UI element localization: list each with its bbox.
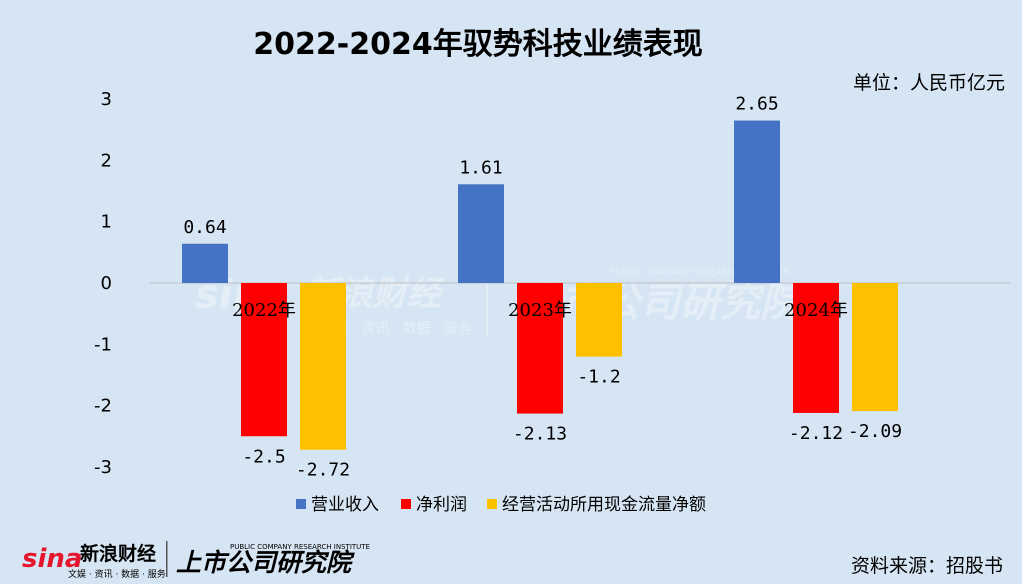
- bar: [793, 283, 839, 413]
- y-tick-label: -3: [94, 457, 112, 478]
- bar: [458, 184, 504, 283]
- legend-label: 经营活动所用现金流量净额: [502, 495, 706, 515]
- bar: [576, 283, 622, 357]
- data-label: -2.09: [848, 421, 902, 442]
- y-tick-label: 1: [101, 212, 112, 233]
- category-label: 2022年: [232, 300, 296, 321]
- legend-swatch: [401, 499, 411, 509]
- institute-logo: 上市公司研究院 PUBLIC COMPANY RESEARCH INSTITUT…: [176, 543, 370, 577]
- unit-label: 单位：人民币亿元: [853, 72, 1005, 94]
- category-labels: 2022年 2023年 2024年: [232, 300, 848, 321]
- legend-label: 净利润: [416, 495, 467, 515]
- data-label: 2.65: [735, 94, 778, 115]
- y-tick-label: -1: [94, 334, 112, 355]
- bar: [852, 283, 898, 412]
- data-label: 1.61: [459, 157, 502, 178]
- sina-logo-sub: 文娱 · 资讯 · 数据 · 服务: [68, 568, 166, 580]
- bars: 0.64 -2.5 -2.72 1.61 -2.13 -1.2 2.65 -2.12 -2.09: [182, 94, 902, 481]
- data-label: 0.64: [183, 217, 226, 238]
- watermark-institute-en: PUBLIC COMPANY RESEARCH INSTITUTE: [610, 268, 790, 278]
- watermark-sina-sub: 文娱 · 资讯 · 数据 · 服务: [320, 321, 472, 337]
- y-tick-label: 2: [101, 150, 112, 171]
- y-tick-label: 3: [101, 89, 112, 110]
- sina-logo-mark: sina: [22, 544, 82, 574]
- bar: [734, 120, 780, 284]
- y-tick-label: 0: [101, 273, 112, 294]
- data-label: -2.5: [242, 446, 285, 467]
- legend: 营业收入 净利润 经营活动所用现金流量净额: [296, 495, 706, 515]
- watermark-institute: 上市公司研究院: [520, 280, 806, 326]
- chart-title: 2022-2024年驭势科技业绩表现: [253, 27, 702, 62]
- category-label: 2023年: [508, 300, 572, 321]
- legend-swatch: [296, 499, 306, 509]
- data-label: -1.2: [577, 367, 620, 388]
- data-label: -2.12: [789, 423, 843, 444]
- bar: [300, 283, 346, 450]
- watermark: sina 新浪财经 文娱 · 资讯 · 数据 · 服务 上市公司研究院 PUBL…: [195, 268, 806, 337]
- logo-divider: [166, 541, 168, 577]
- data-label: -2.13: [513, 424, 567, 445]
- y-tick-label: -2: [94, 396, 112, 417]
- y-axis: 3 2 1 0 -1 -2 -3: [94, 89, 112, 478]
- watermark-divider: [486, 270, 488, 336]
- legend-swatch: [487, 499, 497, 509]
- data-label: -2.72: [296, 460, 350, 481]
- bar: [517, 283, 563, 414]
- institute-logo-en: PUBLIC COMPANY RESEARCH INSTITUTE: [230, 543, 370, 551]
- bar: [241, 283, 287, 437]
- bar: [182, 243, 228, 283]
- sina-logo-name: 新浪财经: [80, 542, 156, 565]
- source-label: 资料来源：招股书: [851, 555, 1003, 577]
- institute-logo-name: 上市公司研究院: [176, 548, 355, 577]
- sina-logo: sina 新浪财经 文娱 · 资讯 · 数据 · 服务: [22, 542, 166, 580]
- legend-label: 营业收入: [311, 495, 379, 515]
- category-label: 2024年: [784, 300, 848, 321]
